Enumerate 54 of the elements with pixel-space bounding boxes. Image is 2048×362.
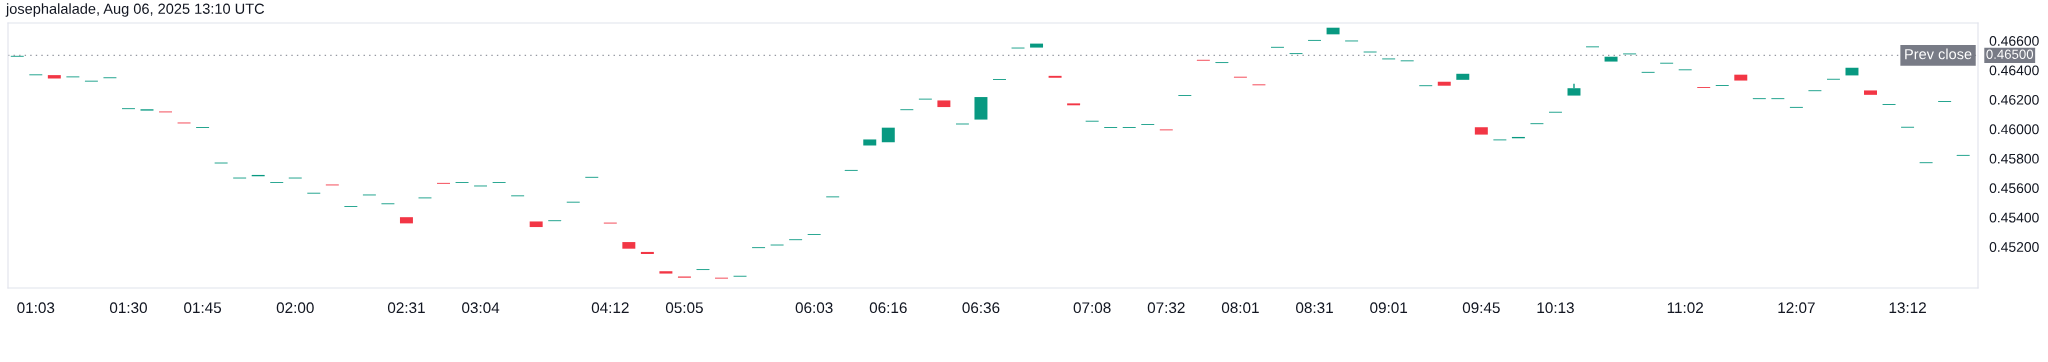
x-tick-label: 11:02 bbox=[1667, 302, 1703, 314]
candlestick bbox=[974, 97, 988, 120]
candlestick bbox=[1604, 56, 1618, 62]
candlestick bbox=[1474, 127, 1488, 135]
x-tick-label: 01:30 bbox=[109, 302, 147, 314]
x-tick-label: 10:13 bbox=[1537, 302, 1574, 314]
x-tick-label: 07:08 bbox=[1073, 302, 1111, 314]
candlestick bbox=[881, 127, 895, 143]
candlestick bbox=[1734, 74, 1748, 81]
y-tick-label: 0.46000 bbox=[1989, 124, 2039, 135]
chart-title: josephalalade, Aug 06, 2025 13:10 UTC bbox=[5, 3, 265, 17]
x-tick-label: 01:03 bbox=[17, 302, 55, 314]
x-tick-label: 04:12 bbox=[591, 302, 629, 314]
x-tick-label: 08:31 bbox=[1296, 302, 1333, 314]
x-tick-label: 07:32 bbox=[1147, 302, 1185, 314]
candlestick bbox=[1067, 103, 1081, 106]
candlestick bbox=[640, 251, 654, 254]
x-tick-label: 06:03 bbox=[795, 302, 833, 314]
x-tick-label: 06:16 bbox=[869, 302, 907, 314]
x-tick-label: 05:05 bbox=[665, 302, 703, 314]
candlestick bbox=[937, 100, 951, 108]
y-tick-label: 0.46200 bbox=[1989, 94, 2039, 105]
candlestick bbox=[1864, 90, 1877, 95]
candlestick bbox=[1845, 67, 1859, 76]
x-tick-label: 12:07 bbox=[1778, 302, 1815, 314]
x-tick-label: 03:04 bbox=[462, 302, 500, 314]
candlestick bbox=[1048, 75, 1062, 78]
candlestick bbox=[863, 139, 877, 146]
y-tick-label: 0.46600 bbox=[1989, 36, 2039, 46]
candlestick bbox=[1437, 81, 1451, 86]
y-tick-label: 0.45400 bbox=[1989, 212, 2039, 223]
y-tick-label: 0.45600 bbox=[1989, 183, 2039, 194]
candlestick bbox=[659, 271, 673, 274]
x-tick-label: 02:00 bbox=[276, 302, 314, 314]
y-tick-label: 0.46400 bbox=[1989, 65, 2039, 76]
candlestick bbox=[47, 75, 61, 79]
candlestick bbox=[399, 217, 413, 224]
y-tick-label: 0.45800 bbox=[1989, 153, 2039, 164]
x-tick-label: 06:36 bbox=[962, 302, 1000, 314]
candlestick bbox=[1030, 43, 1044, 48]
candlestick bbox=[1326, 27, 1340, 35]
x-tick-label: 13:12 bbox=[1889, 302, 1926, 314]
text: 0.46500 bbox=[1986, 49, 2034, 59]
candlestick bbox=[1456, 73, 1470, 80]
x-tick-label: 08:01 bbox=[1221, 302, 1259, 314]
candlestick bbox=[622, 242, 636, 249]
x-tick-label: 01:45 bbox=[184, 302, 222, 314]
candlestick bbox=[1567, 83, 1581, 96]
x-tick-label: 09:45 bbox=[1462, 302, 1500, 314]
ref-line-label: Prev close bbox=[1905, 48, 1972, 60]
x-tick-label: 02:31 bbox=[387, 302, 425, 314]
y-tick-label: 0.45200 bbox=[1989, 242, 2039, 252]
candlestick bbox=[529, 221, 543, 228]
x-tick-label: 09:01 bbox=[1370, 302, 1408, 314]
